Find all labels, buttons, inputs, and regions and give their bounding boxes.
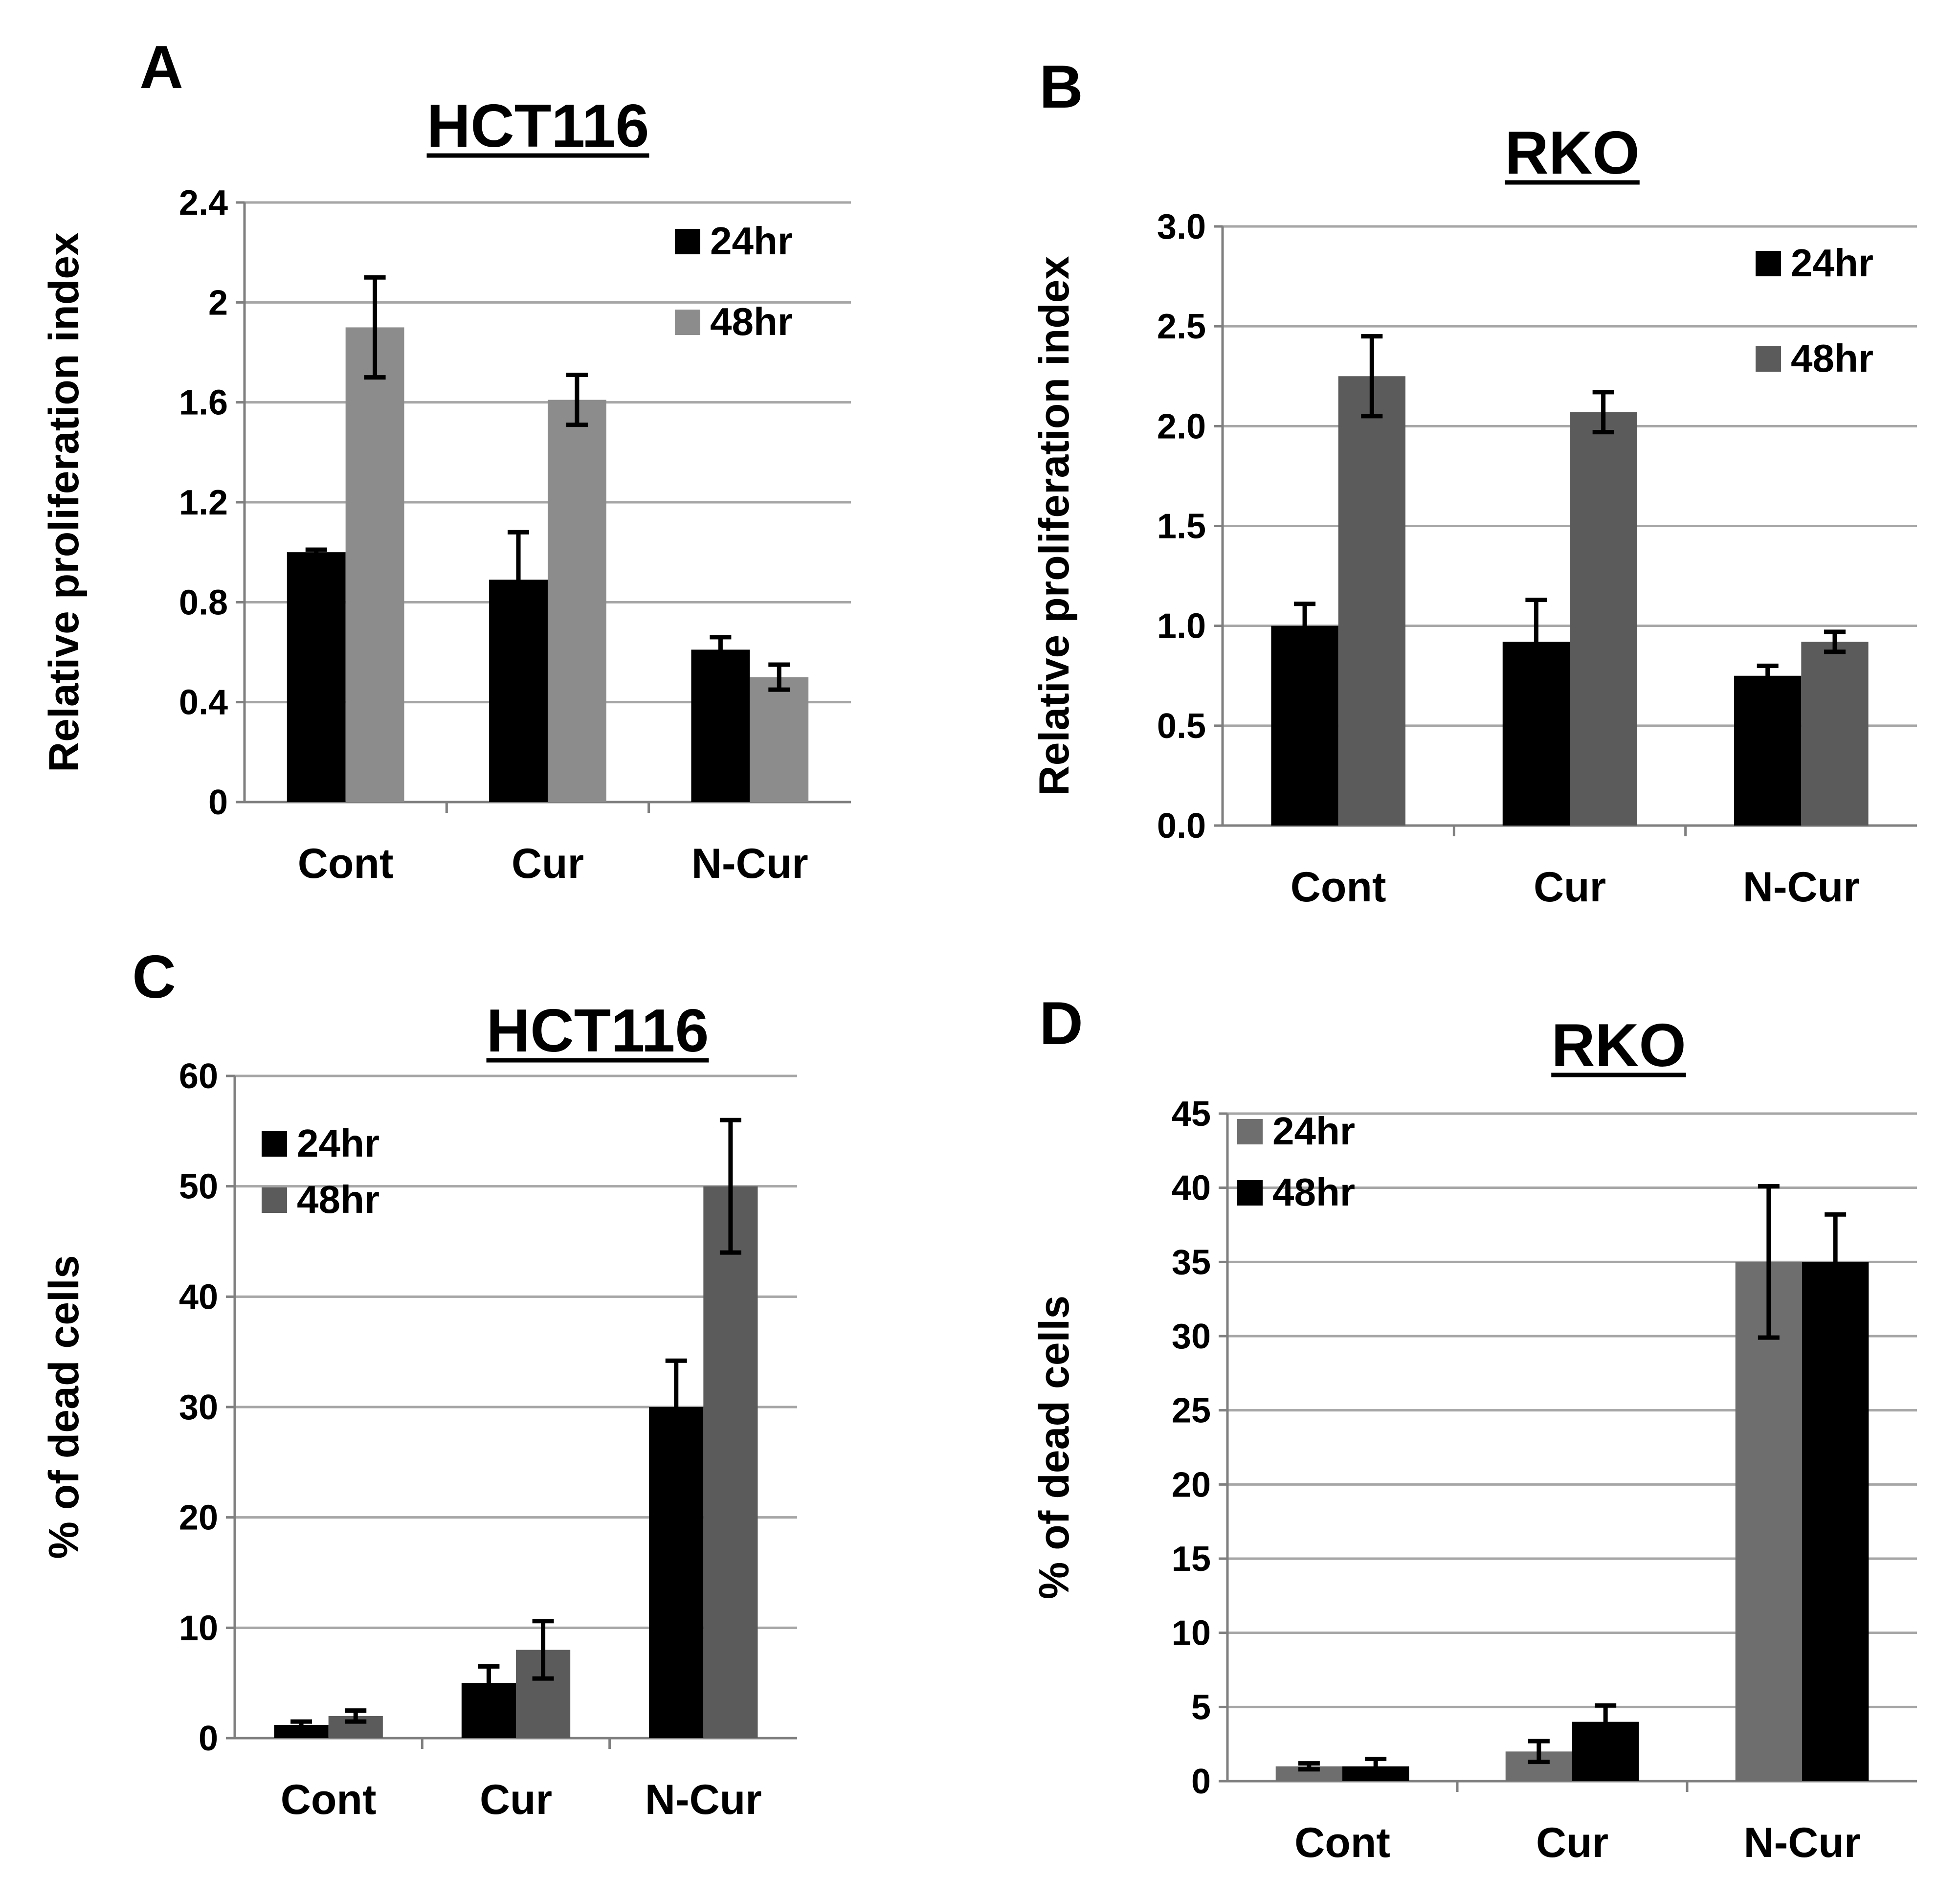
panel-c-category-label: Cont: [281, 1776, 377, 1823]
panel-c-legend-label: 24hr: [297, 1121, 379, 1165]
panel-a-letter: A: [139, 34, 183, 101]
panel-d-ytick-label: 5: [1191, 1688, 1211, 1727]
panel-a-title: HCT116: [427, 92, 649, 160]
panel-c-ytick-label: 50: [179, 1167, 218, 1207]
panel-d-ytick-label: 30: [1172, 1317, 1211, 1356]
panel-a-bar-48hr-cur: [548, 400, 606, 802]
panel-d-ytick-label: 15: [1172, 1540, 1211, 1579]
panel-c-category-label: N-Cur: [645, 1776, 762, 1823]
panel-a-legend-label: 24hr: [710, 219, 793, 263]
panel-c-legend-swatch: [262, 1187, 287, 1213]
panel-a-bar-24hr-n-cur: [691, 649, 750, 802]
panel-a-ytick-label: 0.8: [179, 583, 228, 622]
panel-a-bar-24hr-cont: [287, 552, 346, 802]
panel-c-bar-48hr-n-cur: [703, 1186, 758, 1738]
panel-b-legend-swatch: [1756, 346, 1781, 372]
panel-b-category-label: N-Cur: [1743, 864, 1860, 911]
panel-a-ytick-label: 0: [208, 783, 228, 822]
panel-d-category-label: N-Cur: [1744, 1819, 1861, 1866]
panel-a-ytick-label: 1.2: [179, 483, 228, 522]
panel-b-ylabel: Relative proliferation index: [1031, 256, 1078, 796]
panel-d-legend-label: 48hr: [1272, 1170, 1355, 1214]
panel-d-legend-swatch: [1237, 1180, 1263, 1206]
panel-b-chart: B RKO 0.0 0.5 1.0 1.5 2.0 2.5 3.0 Relative prolif…: [1031, 53, 1917, 911]
panel-d-category-label: Cur: [1536, 1819, 1608, 1866]
panel-a-ytick-label: 2: [208, 283, 228, 322]
panel-b-legend-label: 48hr: [1791, 336, 1873, 380]
panel-a-category-label: Cur: [512, 840, 584, 887]
panel-c-ylabel: % of dead cells: [41, 1255, 88, 1559]
panel-b-legend-label: 24hr: [1791, 241, 1873, 285]
panel-b-legend-swatch: [1756, 251, 1781, 276]
panel-d-ytick-label: 45: [1172, 1095, 1211, 1134]
panel-b-ytick-label: 1.5: [1157, 507, 1206, 546]
panel-b-bar-24hr-cont: [1271, 626, 1338, 826]
panel-b-bar-48hr-n-cur: [1801, 642, 1869, 826]
panel-d-chart: D RKO 0 5 10 15 20 25 30 35 40 45 % of dead cells Con…: [1031, 990, 1917, 1866]
panel-a-legend-label: 48hr: [710, 300, 793, 343]
panel-d-bar-24hr-n-cur: [1735, 1262, 1802, 1781]
panel-c-bar-24hr-n-cur: [649, 1407, 704, 1738]
panel-c-ytick-label: 40: [179, 1277, 218, 1317]
panel-d-title: RKO: [1551, 1012, 1686, 1079]
panel-a-legend-swatch: [675, 229, 700, 254]
panel-c-ytick-label: 30: [179, 1388, 218, 1427]
panel-d-ytick-label: 0: [1191, 1762, 1211, 1801]
panel-c-ytick-label: 10: [179, 1609, 218, 1648]
panel-c-ytick-label: 0: [199, 1719, 218, 1758]
panel-d-ytick-label: 20: [1172, 1465, 1211, 1504]
panel-c-chart: C HCT116 0 10 20 30 40 50 60 % of dead cells Cont C…: [41, 943, 797, 1823]
panel-a-ytick-label: 1.6: [179, 383, 228, 423]
panel-d-legend-swatch: [1237, 1119, 1263, 1144]
panel-b-ytick-label: 3.0: [1157, 207, 1206, 246]
panel-b-category-label: Cont: [1291, 864, 1386, 911]
panel-a-ylabel: Relative proliferation index: [41, 232, 88, 772]
panel-d-bar-48hr-n-cur: [1802, 1262, 1869, 1781]
panel-b-bar-24hr-n-cur: [1734, 675, 1802, 826]
panel-b-letter: B: [1039, 53, 1083, 121]
panel-b-ytick-label: 1.0: [1157, 607, 1206, 646]
panel-a-legend-swatch: [675, 310, 700, 335]
panel-d-legend-label: 24hr: [1272, 1109, 1355, 1153]
panel-b-category-label: Cur: [1534, 864, 1606, 911]
panel-b-ytick-label: 2.0: [1157, 407, 1206, 446]
panel-a-category-label: N-Cur: [691, 840, 808, 887]
panel-c-legend-label: 48hr: [297, 1178, 379, 1221]
panel-a-ytick-label: 2.4: [179, 183, 228, 223]
panel-d-letter: D: [1039, 990, 1083, 1057]
panel-d-ytick-label: 25: [1172, 1391, 1211, 1431]
panel-b-ytick-label: 0.0: [1157, 806, 1206, 846]
panel-d-ytick-label: 10: [1172, 1614, 1211, 1653]
panel-d-ytick-label: 35: [1172, 1243, 1211, 1282]
panel-b-bar-48hr-cont: [1338, 376, 1405, 826]
panel-d-ytick-label: 40: [1172, 1169, 1211, 1208]
panel-b-title: RKO: [1505, 119, 1640, 187]
panel-c-category-label: Cur: [480, 1776, 552, 1823]
panel-a-chart: A HCT116 0 0.4 0.8 1.2 1.6 2 2.4 Relative prolife…: [41, 34, 851, 887]
panel-c-title: HCT116: [487, 997, 709, 1065]
panel-a-category-label: Cont: [298, 840, 394, 887]
panel-d-category-label: Cont: [1294, 1819, 1390, 1866]
panel-c-ytick-label: 60: [179, 1057, 218, 1096]
panel-a-bar-48hr-n-cur: [750, 677, 809, 802]
panel-b-ytick-label: 0.5: [1157, 707, 1206, 746]
panel-c-legend-swatch: [262, 1131, 287, 1157]
panel-c-ytick-label: 20: [179, 1498, 218, 1538]
panel-a-ytick-label: 0.4: [179, 683, 228, 722]
panel-b-ytick-label: 2.5: [1157, 307, 1206, 346]
panel-b-bar-48hr-cur: [1570, 412, 1637, 826]
panel-d-ylabel: % of dead cells: [1031, 1296, 1078, 1599]
panel-a-bar-48hr-cont: [345, 327, 404, 802]
panel-c-letter: C: [132, 943, 176, 1011]
